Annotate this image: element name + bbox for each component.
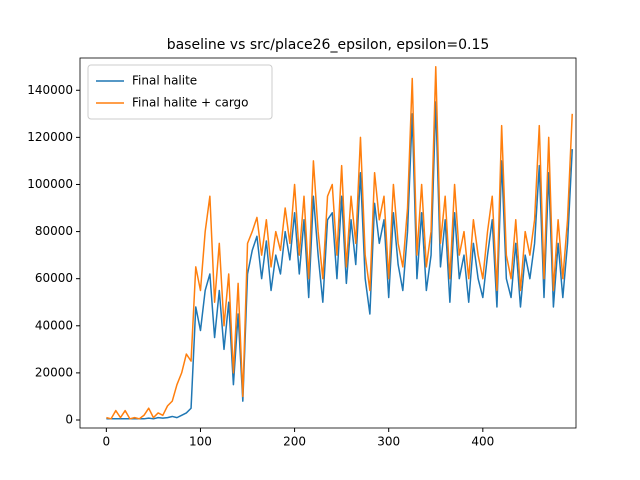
y-tick-label: 140000 bbox=[27, 83, 73, 97]
y-tick-label: 0 bbox=[65, 412, 73, 426]
y-tick-label: 100000 bbox=[27, 177, 73, 191]
x-tick-label: 300 bbox=[377, 435, 400, 449]
y-tick-label: 120000 bbox=[27, 130, 73, 144]
x-tick-label: 200 bbox=[283, 435, 306, 449]
legend-box bbox=[87, 64, 273, 120]
y-tick-label: 80000 bbox=[35, 224, 73, 238]
y-tick-label: 40000 bbox=[35, 318, 73, 332]
series-line bbox=[106, 101, 573, 420]
legend-label: Final halite + cargo bbox=[132, 96, 249, 110]
x-tick-label: 400 bbox=[471, 435, 494, 449]
y-tick-label: 20000 bbox=[35, 365, 73, 379]
legend-label: Final halite bbox=[132, 74, 197, 88]
chart-title: baseline vs src/place26_epsilon, epsilon… bbox=[167, 37, 490, 53]
x-tick-label: 0 bbox=[103, 435, 111, 449]
series-line bbox=[106, 65, 573, 420]
y-tick-label: 60000 bbox=[35, 271, 73, 285]
axes-frame bbox=[79, 57, 577, 429]
x-tick-label: 100 bbox=[189, 435, 212, 449]
